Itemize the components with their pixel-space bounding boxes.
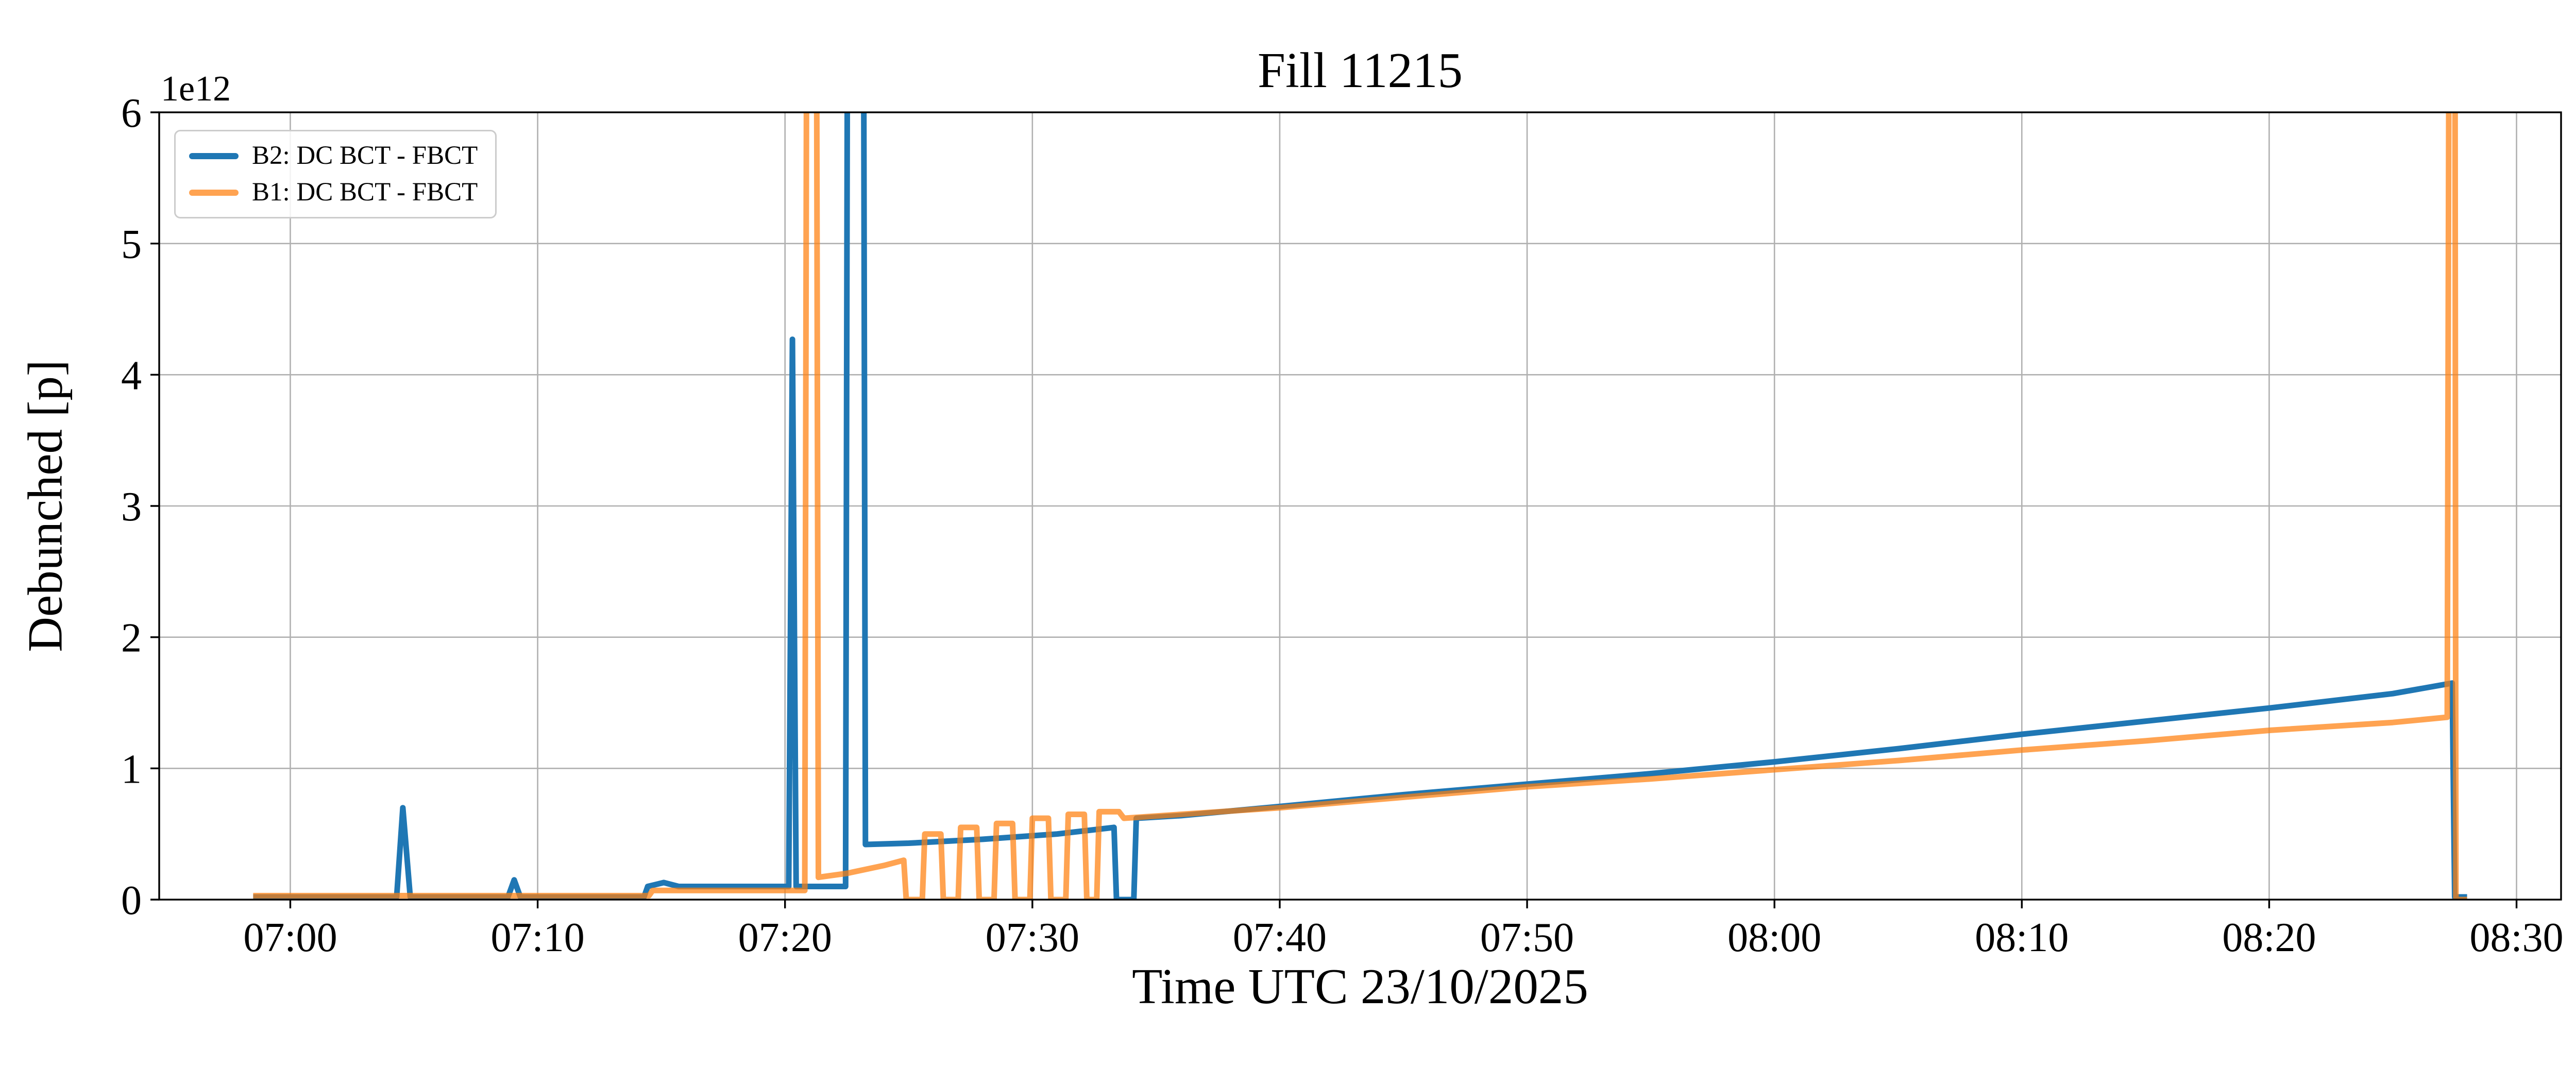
x-tick-label: 08:10	[1975, 915, 2069, 960]
x-tick-label: 08:30	[2469, 915, 2563, 960]
chart-title: Fill 11215	[1258, 43, 1463, 98]
series-line-b1	[253, 112, 2467, 900]
y-tick-label: 5	[121, 222, 142, 267]
x-tick-label: 07:30	[986, 915, 1079, 960]
series-line-b2	[253, 112, 2467, 900]
legend-label: B2: DC BCT - FBCT	[252, 141, 478, 170]
x-tick-label: 08:00	[1727, 915, 1821, 960]
grid-lines	[159, 111, 2561, 901]
legend: B2: DC BCT - FBCT B1: DC BCT - FBCT	[174, 130, 497, 218]
y-tick-label: 3	[121, 484, 142, 530]
legend-line-swatch	[189, 189, 239, 196]
y-tick-label: 4	[121, 353, 142, 398]
x-tick-label: 08:20	[2222, 915, 2316, 960]
y-tick-label: 0	[121, 878, 142, 923]
x-axis-label: Time UTC 23/10/2025	[1132, 959, 1588, 1014]
y-tick-label: 1	[121, 747, 142, 792]
x-tick-label: 07:20	[738, 915, 832, 960]
y-axis-label: Debunched [p]	[18, 360, 73, 652]
x-tick-label: 07:00	[243, 915, 337, 960]
axis-ticks: 07:00 07:10 07:20 07:30 07:40 07:50 08:00 08:10…	[121, 91, 2564, 960]
legend-item-b2: B2: DC BCT - FBCT	[189, 143, 478, 169]
y-tick-label: 6	[121, 91, 142, 136]
x-tick-label: 07:50	[1480, 915, 1574, 960]
legend-line-swatch	[189, 153, 239, 159]
x-tick-label: 07:10	[490, 915, 584, 960]
legend-label: B1: DC BCT - FBCT	[252, 178, 478, 207]
x-tick-label: 07:40	[1233, 915, 1327, 960]
plot-series	[253, 112, 2467, 900]
y-tick-label: 2	[121, 616, 142, 661]
legend-item-b1: B1: DC BCT - FBCT	[189, 179, 478, 206]
y-axis-offset-label: 1e12	[161, 69, 231, 109]
